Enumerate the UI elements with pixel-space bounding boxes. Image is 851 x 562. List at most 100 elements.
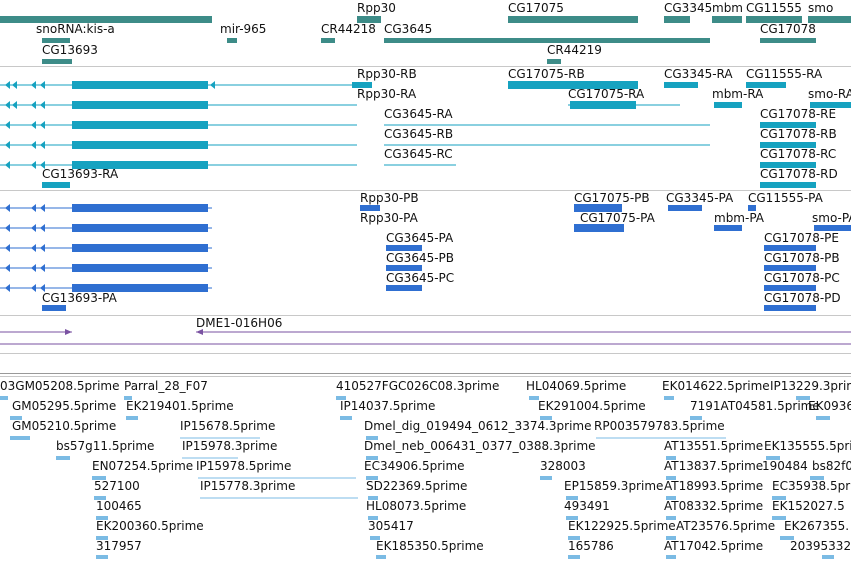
est-label[interactable]: 527100 xyxy=(94,479,140,493)
clone-features[interactable] xyxy=(0,329,851,345)
est-label[interactable]: AT13551.5prime xyxy=(664,439,764,453)
transcript-label[interactable]: CG17075-RA xyxy=(568,87,645,101)
transcript-label[interactable]: mbm-RA xyxy=(712,87,764,101)
protein-label[interactable]: CG3645-PB xyxy=(386,251,455,265)
est-label[interactable]: EN07254.5prime xyxy=(92,459,194,473)
est-label[interactable]: GM05295.5prime xyxy=(12,399,117,413)
est-features[interactable] xyxy=(0,396,834,559)
gene-label[interactable]: mbm xyxy=(712,1,743,15)
protein-label[interactable]: CG17075-PA xyxy=(580,211,655,225)
protein-label[interactable]: CG13693-PA xyxy=(42,291,117,305)
protein-label[interactable]: Rpp30-PA xyxy=(360,211,418,225)
est-label[interactable]: SD22369.5prime xyxy=(366,479,468,493)
est-label[interactable]: AT23576.5prime xyxy=(676,519,776,533)
est-label[interactable]: 20395332521 xyxy=(790,539,851,553)
est-label[interactable]: EK219401.5prime xyxy=(126,399,234,413)
est-label[interactable]: IP14037.5prime xyxy=(340,399,436,413)
transcript-label[interactable]: CG13693-RA xyxy=(42,167,119,181)
est-label[interactable]: EK267355. xyxy=(784,519,850,533)
transcript-label[interactable]: smo-RA xyxy=(808,87,851,101)
est-label[interactable]: AT17042.5prime xyxy=(664,539,764,553)
est-label[interactable]: bs82f0 xyxy=(812,459,851,473)
est-label[interactable]: 328003 xyxy=(540,459,586,473)
protein-label[interactable]: mbm-PA xyxy=(714,211,765,225)
est-label[interactable]: 317957 xyxy=(96,539,142,553)
est-label[interactable]: EK200360.5prime xyxy=(96,519,204,533)
est-label[interactable]: EK291004.5prime xyxy=(538,399,646,413)
est-label[interactable]: Dmel_neb_006431_0377_0388.3prime xyxy=(364,439,596,453)
est-label[interactable]: IP15778.3prime xyxy=(200,479,296,493)
transcript-label[interactable]: Rpp30-RA xyxy=(357,87,417,101)
est-label[interactable]: Parral_28_F07 xyxy=(124,379,208,393)
est-label[interactable]: RP003579783.5prime xyxy=(594,419,725,433)
est-label[interactable]: EK122925.5prime xyxy=(568,519,676,533)
protein-label[interactable]: smo-PA xyxy=(812,211,851,225)
est-label[interactable]: AT08332.5prime xyxy=(664,499,764,513)
protein-label[interactable]: CG3345-PA xyxy=(666,191,734,205)
est-label[interactable]: HL04069.5prime xyxy=(526,379,627,393)
gene-label[interactable]: Rpp30 xyxy=(357,1,396,15)
est-label[interactable]: 305417 xyxy=(368,519,414,533)
est-label[interactable]: EK185350.5prime xyxy=(376,539,484,553)
est-label[interactable]: 190484 xyxy=(762,459,808,473)
est-label[interactable]: HL08073.5prime xyxy=(366,499,467,513)
gene-label[interactable]: CR44219 xyxy=(547,43,602,57)
est-label[interactable]: 03GM05208.5prime xyxy=(0,379,120,393)
est-label[interactable]: EC35938.5prime xyxy=(772,479,851,493)
est-label[interactable]: GM05210.5prime xyxy=(12,419,117,433)
gene-label[interactable]: CG3345 xyxy=(664,1,713,15)
protein-label[interactable]: CG3645-PA xyxy=(386,231,454,245)
gene-label[interactable]: mir-965 xyxy=(220,22,267,36)
transcript-label[interactable]: CG11555-RA xyxy=(746,67,823,81)
est-label[interactable]: 165786 xyxy=(568,539,614,553)
protein-features[interactable] xyxy=(0,204,851,311)
transcript-features[interactable] xyxy=(0,81,851,188)
est-label[interactable]: 7191AT04581.5prime xyxy=(690,399,820,413)
est-label[interactable]: EK014622.5prime xyxy=(662,379,770,393)
transcript-label[interactable]: CG17078-RB xyxy=(760,127,837,141)
est-label[interactable]: EC34906.5prime xyxy=(364,459,465,473)
gene-label[interactable]: CG3645 xyxy=(384,22,433,36)
protein-label[interactable]: CG17078-PD xyxy=(764,291,841,305)
gene-label[interactable]: smo xyxy=(808,1,834,15)
protein-label[interactable]: CG17078-PE xyxy=(764,231,839,245)
est-label[interactable]: AT18993.5prime xyxy=(664,479,764,493)
gene-label[interactable]: CR44218 xyxy=(321,22,376,36)
transcript-label[interactable]: CG17078-RE xyxy=(760,107,837,121)
gene-features[interactable] xyxy=(0,16,851,64)
est-label[interactable]: IP15678.5prime xyxy=(180,419,276,433)
est-label[interactable]: EP15859.3prime xyxy=(564,479,664,493)
transcript-label[interactable]: CG17078-RD xyxy=(760,167,838,181)
est-label[interactable]: bs57g11.5prime xyxy=(56,439,155,453)
est-label[interactable]: EK135555.5prime xyxy=(764,439,851,453)
est-label[interactable]: IP15978.3prime xyxy=(182,439,278,453)
est-label[interactable]: 410527FGC026C08.3prime xyxy=(336,379,500,393)
gene-label[interactable]: CG11555 xyxy=(746,1,802,15)
est-label[interactable]: Dmel_dig_019494_0612_3374.3prime xyxy=(364,419,592,433)
transcript-label[interactable]: CG3645-RC xyxy=(384,147,453,161)
est-label[interactable]: IP13229.3prime xyxy=(770,379,851,393)
transcript-label[interactable]: CG17075-RB xyxy=(508,67,585,81)
protein-label[interactable]: CG3645-PC xyxy=(386,271,455,285)
protein-label[interactable]: CG11555-PA xyxy=(748,191,823,205)
gene-label[interactable]: CG13693 xyxy=(42,43,98,57)
clone-label[interactable]: DME1-016H06 xyxy=(196,316,283,330)
protein-label[interactable]: CG17078-PB xyxy=(764,251,840,265)
transcript-label[interactable]: CG3345-RA xyxy=(664,67,733,81)
est-label[interactable]: EK152027.5 xyxy=(772,499,845,513)
est-label[interactable]: EK0936 xyxy=(808,399,851,413)
transcript-label[interactable]: Rpp30-RB xyxy=(357,67,417,81)
gene-label[interactable]: CG17075 xyxy=(508,1,564,15)
transcript-label[interactable]: CG3645-RA xyxy=(384,107,453,121)
gene-label[interactable]: CG17078 xyxy=(760,22,816,36)
est-label[interactable]: 100465 xyxy=(96,499,142,513)
protein-label[interactable]: Rpp30-PB xyxy=(360,191,419,205)
transcript-label[interactable]: CG17078-RC xyxy=(760,147,837,161)
est-label[interactable]: IP15978.5prime xyxy=(196,459,292,473)
protein-label[interactable]: CG17078-PC xyxy=(764,271,840,285)
est-label[interactable]: AT13837.5prime xyxy=(664,459,764,473)
transcript-label[interactable]: CG3645-RB xyxy=(384,127,454,141)
gene-label[interactable]: snoRNA:kis-a xyxy=(36,22,115,36)
protein-label[interactable]: CG17075-PB xyxy=(574,191,650,205)
